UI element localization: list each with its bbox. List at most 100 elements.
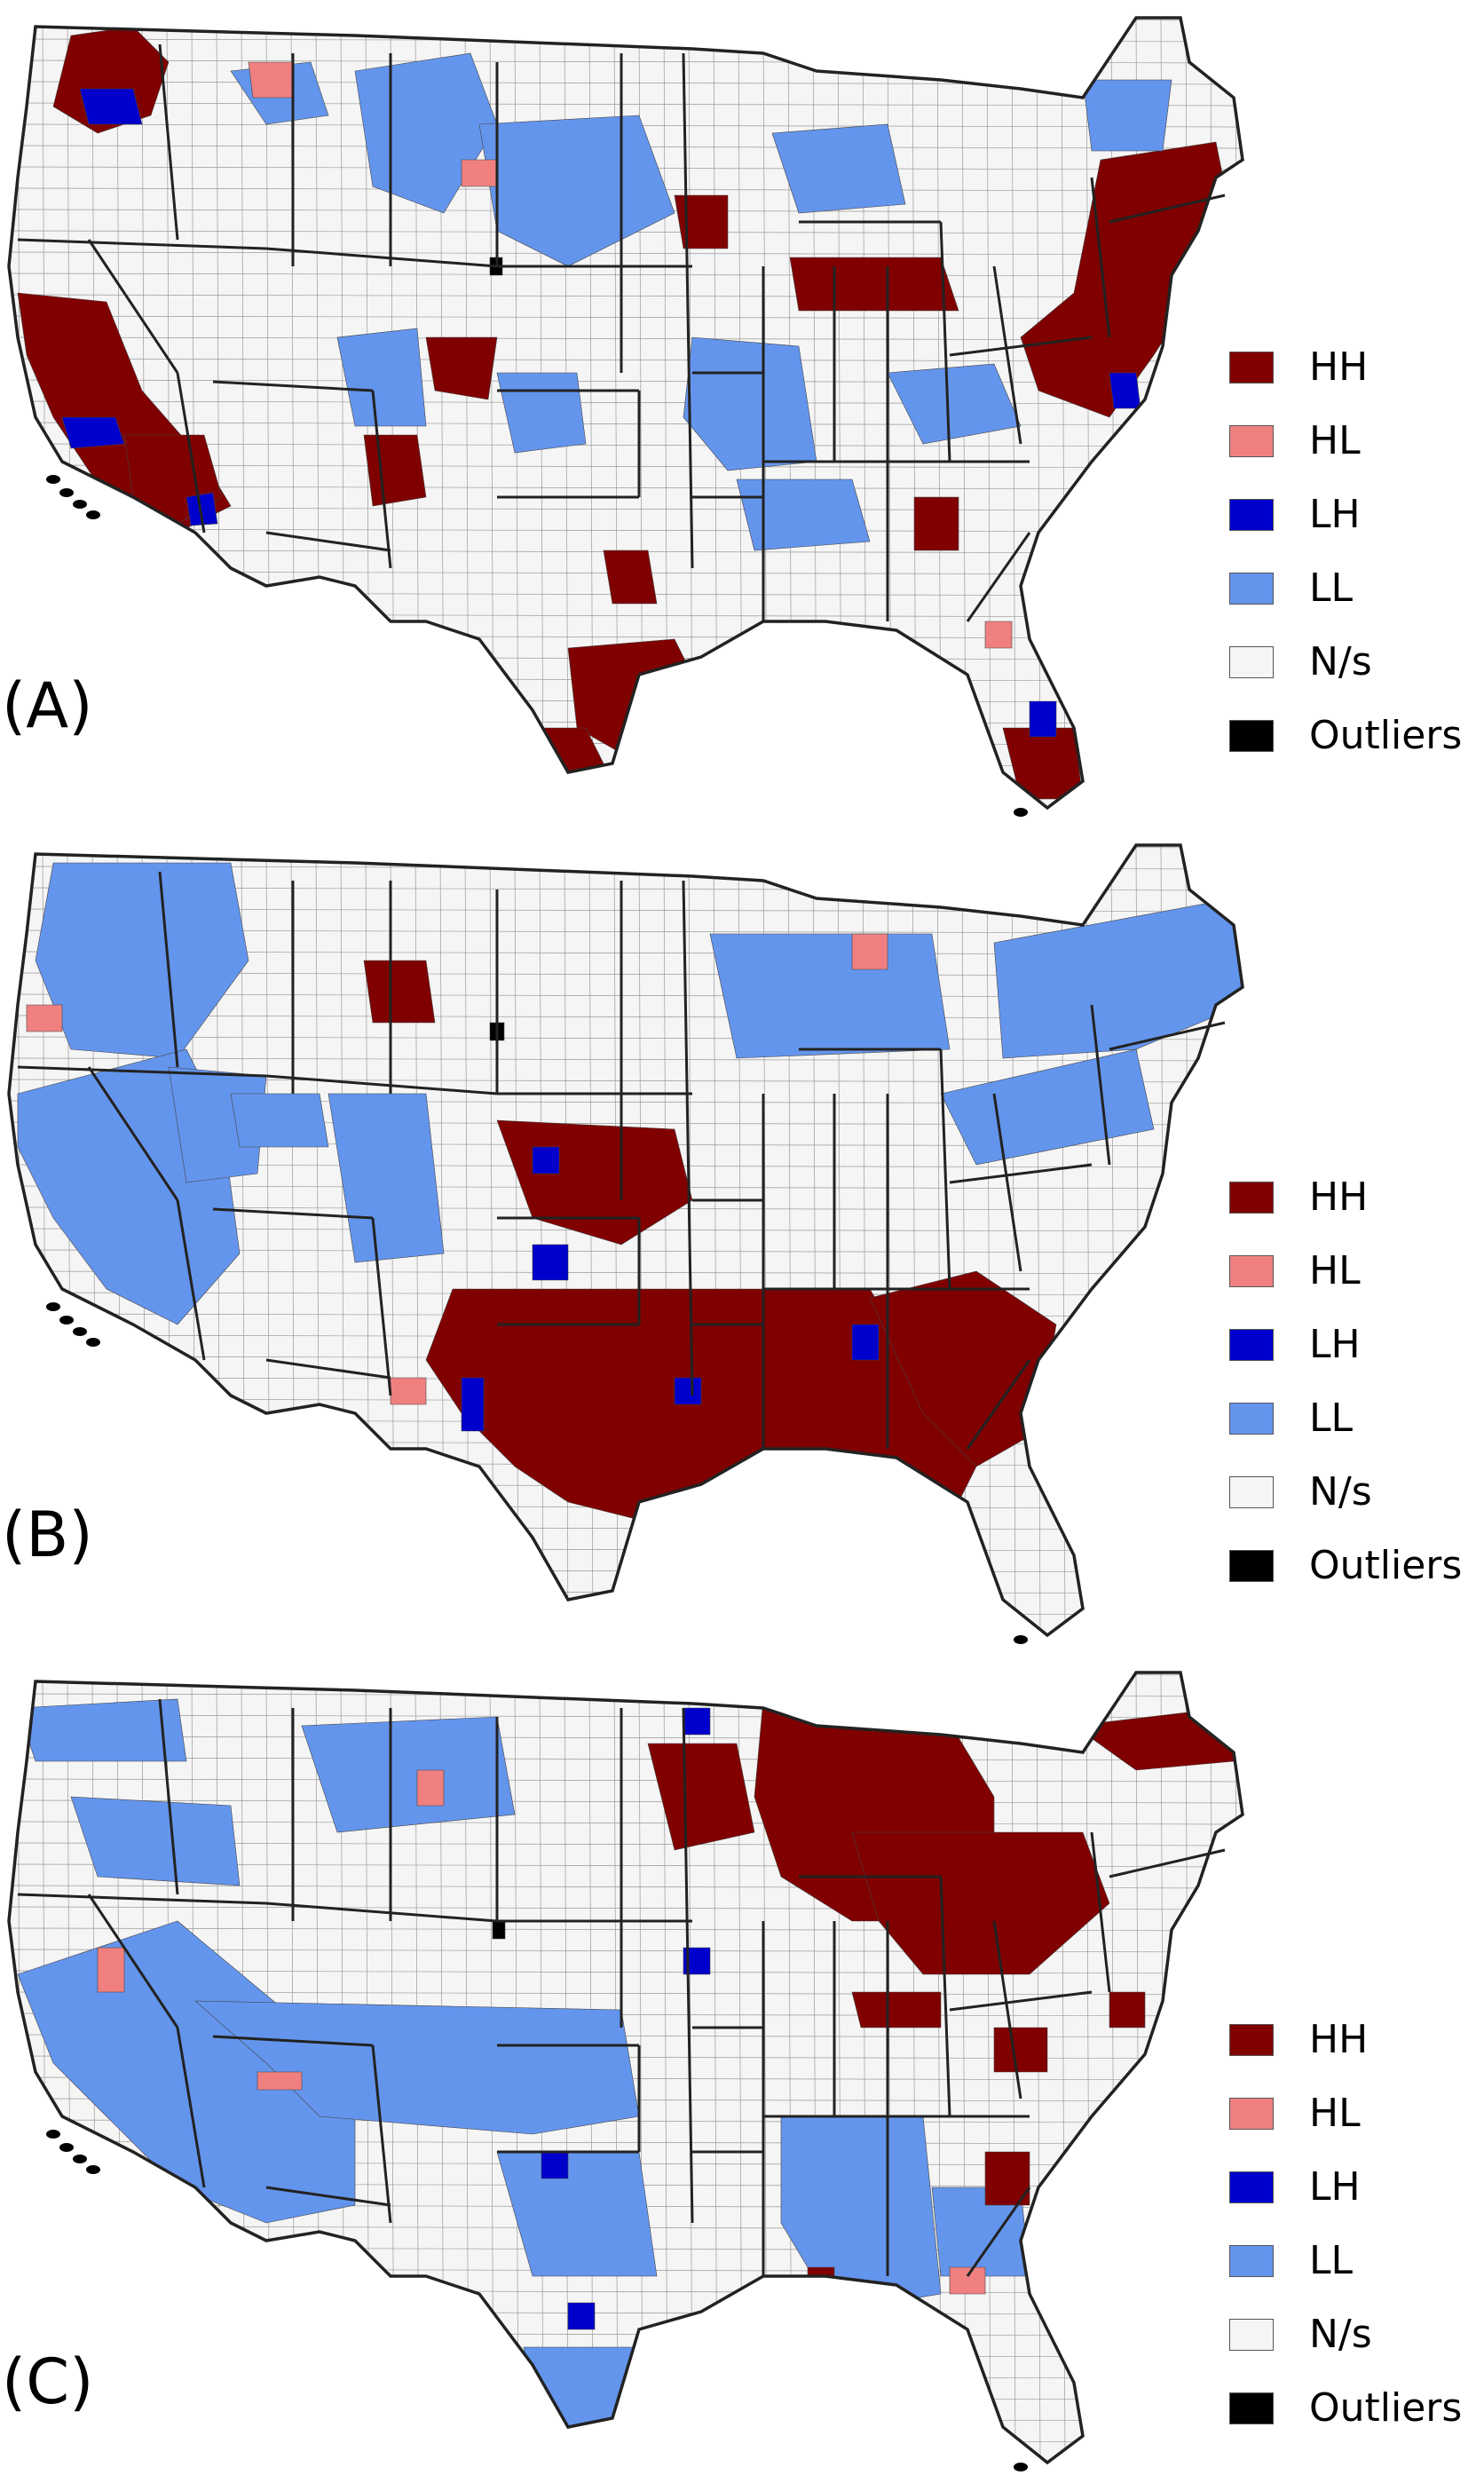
national-border [7,16,1244,811]
cluster-region-hh [851,1991,942,2028]
map-panel-a: (A) HH HL LH LL N/s Outliers [0,0,1484,827]
state-border [966,2186,1031,2277]
state-border [265,1074,498,1095]
cluster-region-hl [461,159,498,187]
cluster-region-ll [736,478,871,551]
legend-item-ns: N/s [1229,641,1484,685]
state-border [87,1066,179,1201]
legend-swatch [1229,2171,1274,2203]
legend-item-hl: HL [1229,420,1484,464]
state-border [1109,194,1226,224]
county-grid-line [8,294,1252,298]
state-border [939,1876,951,2117]
legend-item-lh: LH [1229,1324,1484,1368]
state-border [682,880,694,1396]
legend-item-hl: HL [1229,1250,1484,1294]
legend-label: HL [1309,2091,1361,2136]
legend-swatch [1229,2245,1274,2277]
cluster-region-lh [532,1244,569,1281]
legend-item-lh: LH [1229,494,1484,538]
legend-swatch [1229,2098,1274,2130]
panel-label-a: (A) [2,669,93,742]
legend-label: Outliers [1309,713,1463,758]
island-mark [46,475,60,484]
legend-label: HL [1309,1248,1361,1293]
state-border [17,238,267,250]
county-grid-line [8,273,1252,277]
legend-swatch [1229,499,1274,531]
legend-swatch [1229,1182,1274,1214]
state-border [1109,1848,1226,1878]
legend-label: Outliers [1309,2385,1463,2431]
legend-label: N/s [1309,1469,1372,1514]
cluster-region-ll [328,1093,445,1263]
map-panel-c: (C) HH HL LH LL N/s Outliers [0,1655,1484,2482]
us-county-map-b [0,827,1260,1655]
cluster-region-ll [887,363,1022,445]
legend-label: LH [1309,2164,1361,2210]
legend-swatch [1229,2319,1274,2351]
county-grid-line [8,400,1252,405]
state-border [992,265,1022,445]
cluster-region-ll [771,123,906,214]
state-border [212,380,374,392]
cluster-region-hl [984,621,1013,649]
cluster-region-lh [567,2302,596,2330]
cluster-region-hh [789,257,959,312]
legend-label: LL [1309,1396,1354,1441]
legend-swatch [1229,1476,1274,1508]
legend-item-ll: LL [1229,1397,1484,1442]
state-border [939,1048,951,1290]
legend-label: HH [1309,344,1369,390]
cluster-region-lh [683,1707,711,1736]
legend-label: LH [1309,492,1361,537]
state-border [265,1902,498,1923]
cluster-region-lh [851,1324,880,1361]
island-mark [59,2143,74,2152]
legend-swatch [1229,573,1274,605]
legend-label: LL [1309,2238,1354,2283]
legend-item-out: Outliers [1229,715,1484,759]
cluster-region-hh [984,2151,1030,2206]
county-grid-line [8,464,1252,469]
state-border [682,52,694,569]
cluster-region-ll [1082,79,1172,152]
island-mark [73,500,87,509]
cluster-region-lh [1109,372,1141,409]
legend-item-out: Outliers [1229,1545,1484,1589]
cluster-region-hh [363,960,436,1024]
legend-item-hh: HH [1229,2019,1484,2063]
cluster-region-ll [709,933,951,1059]
legend-swatch [1229,720,1274,752]
legend-item-hh: HH [1229,1176,1484,1221]
panel-label-c: (C) [2,2345,94,2418]
legend-swatch [1229,425,1274,457]
legend-label: HH [1309,1174,1369,1220]
us-county-map-c [0,1655,1260,2482]
state-border [17,1065,267,1078]
map-panel-b: (B) HH HL LH LL N/s Outliers [0,827,1484,1655]
county-grid-line [564,844,569,1636]
cluster-region-hh [1109,1991,1146,2028]
cluster-region-hh [1020,141,1235,418]
state-border [1109,1021,1226,1051]
outside-mask [0,1655,1260,2482]
legend-item-ll: LL [1229,567,1484,612]
island-mark [1014,1635,1028,1644]
cluster-region-ll [301,1716,516,1833]
state-border [87,1894,179,2028]
county-grid-line [8,1057,1252,1062]
cluster-region-hl [851,933,888,970]
cluster-region-ll [993,898,1243,1059]
cluster-region-hl [248,61,294,99]
state-border [158,1698,179,1895]
state-border [158,871,179,1068]
us-county-map-a [0,0,1260,827]
state-border [212,2035,374,2047]
cluster-region-ll [230,1093,329,1148]
state-border [1090,177,1111,338]
cluster-region-hl [97,1947,125,1993]
county-grid-line [1036,17,1041,809]
cluster-region-ll [683,336,817,471]
state-border [17,1893,267,1905]
